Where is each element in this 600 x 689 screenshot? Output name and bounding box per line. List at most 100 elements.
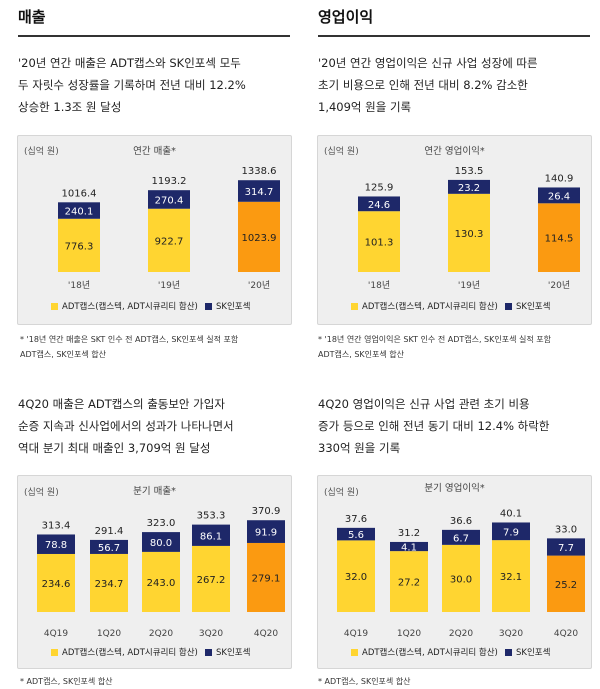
label-total: 33.0: [555, 524, 577, 535]
annual-op-unit: (십억 원): [324, 147, 359, 157]
annual-op-legend-sk: SK인포섹: [505, 300, 550, 312]
bar-adt: [238, 201, 280, 272]
legend-label-adt: ADT캡스(캡스텍, ADT시큐리티 합산): [362, 302, 498, 312]
label-sk: 4.1: [401, 543, 417, 554]
annual-sales-chart: 776.3 240.1 1016.4 '18년 922.7 270.4 1193.2 '19년…: [58, 166, 280, 291]
legend-swatch-sk: [505, 648, 512, 656]
bar-adt: [37, 553, 75, 612]
label-sk: 270.4: [155, 195, 184, 206]
bar-sk: [247, 520, 285, 543]
label-adt: 776.3: [65, 241, 94, 252]
label-total: 37.6: [345, 514, 367, 525]
label-sk: 7.7: [558, 543, 574, 554]
label-adt: 243.0: [147, 578, 176, 589]
annual-sales-unit: (십억 원): [24, 147, 59, 157]
bar-adt: [442, 544, 480, 612]
category-label: 4Q20: [554, 629, 579, 639]
category-label: '18년: [368, 280, 390, 291]
annual-op-chart: 101.3 24.6 125.9 '18년 130.3 23.2 153.5 '19년 114.…: [358, 166, 580, 291]
bar-sk: [37, 534, 75, 554]
bar-sk: [448, 179, 490, 194]
qop-description: 4Q20 영업이익은 신규 사업 관련 초기 비용 증가 등으로 인해 전년 동…: [318, 397, 550, 455]
category-label: 3Q20: [199, 629, 224, 639]
legend-label-adt: ADT캡스(캡스텍, ADT시큐리티 합산): [62, 648, 198, 658]
quarterly-sales-legend-adt: ADT캡스(캡스텍, ADT시큐리티 합산): [51, 646, 198, 658]
label-adt: 279.1: [252, 573, 281, 584]
label-total: 1193.2: [152, 176, 187, 187]
bar-sk: [192, 524, 230, 546]
legend-label-adt: ADT캡스(캡스텍, ADT시큐리티 합산): [362, 648, 498, 658]
bar-adt: [538, 203, 580, 272]
category-label: '20년: [548, 280, 570, 291]
label-total: 31.2: [398, 528, 420, 539]
label-adt: 234.7: [95, 579, 124, 590]
category-label: 4Q19: [344, 629, 369, 639]
legend-swatch-adt: [351, 302, 358, 310]
label-sk: 6.7: [453, 533, 469, 544]
annual-sales-title: 연간 매출*: [133, 146, 176, 157]
legend-swatch-adt: [51, 302, 58, 310]
bar-sk: [547, 538, 585, 556]
legend-label-adt: ADT캡스(캡스텍, ADT시큐리티 합산): [62, 302, 198, 312]
category-label: 4Q20: [254, 629, 279, 639]
bar-adt: [142, 551, 180, 612]
bar-adt: [448, 193, 490, 272]
label-sk: 24.6: [368, 200, 390, 211]
bar-adt: [192, 545, 230, 612]
bar-sk: [492, 522, 530, 541]
annual-op-panel: (십억 원) 연간 영업이익* 101.3 24.6 125.9 '18년 130.3 2…: [317, 135, 592, 325]
category-label: '18년: [68, 280, 90, 291]
quarterly-sales-panel: (십억 원) 분기 매출* 234.6 78.8 313.4 4Q19 234.7 56.…: [17, 475, 292, 669]
bar-sk: [148, 190, 190, 209]
category-label: '19년: [158, 280, 180, 291]
bar-sk: [390, 541, 428, 552]
qsales-description: 4Q20 매출은 ADT캡스의 출동보안 가입자 순증 지속과 신사업에서의 성…: [18, 397, 234, 455]
category-label: 1Q20: [97, 629, 122, 639]
label-adt: 32.0: [345, 572, 367, 583]
quarterly-op-title: 분기 영업이익*: [424, 483, 485, 494]
bar-adt: [148, 208, 190, 272]
legend-swatch-adt: [51, 648, 58, 656]
sales-divider: [18, 35, 290, 37]
label-total: 313.4: [42, 520, 71, 531]
label-sk: 5.6: [348, 530, 364, 541]
sales-heading: 매출: [18, 8, 46, 26]
label-total: 370.9: [252, 506, 281, 517]
label-adt: 30.0: [450, 574, 472, 585]
label-sk: 26.4: [548, 191, 570, 202]
op-footnote: * '18년 연간 영업이익은 SKT 인수 전 ADT캡스, SK인포섹 실적…: [318, 335, 551, 359]
category-label: 4Q19: [44, 629, 69, 639]
bar-sk: [337, 527, 375, 541]
annual-op-title: 연간 영업이익*: [424, 146, 485, 157]
label-total: 291.4: [95, 526, 124, 537]
label-adt: 101.3: [365, 238, 394, 249]
op-divider: [318, 35, 590, 37]
label-adt: 32.1: [500, 572, 522, 583]
bar-adt: [547, 555, 585, 612]
annual-sales-legend-sk: SK인포섹: [205, 300, 250, 312]
label-sk: 91.9: [255, 528, 277, 539]
quarterly-sales-legend-sk: SK인포섹: [205, 646, 250, 658]
label-sk: 78.8: [45, 540, 67, 551]
quarterly-op-unit: (십억 원): [324, 488, 359, 498]
label-adt: 130.3: [455, 229, 484, 240]
label-total: 1338.6: [242, 166, 277, 177]
label-sk: 314.7: [245, 187, 274, 198]
legend-label-sk: SK인포섹: [216, 648, 251, 658]
legend-swatch-sk: [205, 648, 212, 656]
label-sk: 23.2: [458, 183, 480, 194]
label-sk: 86.1: [200, 531, 222, 542]
bar-sk: [90, 539, 128, 554]
bar-sk: [442, 529, 480, 545]
label-total: 36.6: [450, 516, 472, 527]
label-adt: 27.2: [398, 578, 420, 589]
bar-sk: [58, 202, 100, 219]
annual-sales-panel: (십억 원) 연간 매출* 776.3 240.1 1016.4 '18년 922.7 2…: [17, 135, 292, 325]
bar-adt: [247, 542, 285, 612]
label-adt: 922.7: [155, 236, 184, 247]
sales-description: '20년 연간 매출은 ADT캡스와 SK인포섹 모두 두 자릿수 성장률을 기…: [18, 56, 246, 114]
legend-label-sk: SK인포섹: [516, 302, 551, 312]
quarterly-op-legend-sk: SK인포섹: [505, 646, 550, 658]
bar-adt: [492, 540, 530, 612]
bar-adt: [337, 540, 375, 612]
